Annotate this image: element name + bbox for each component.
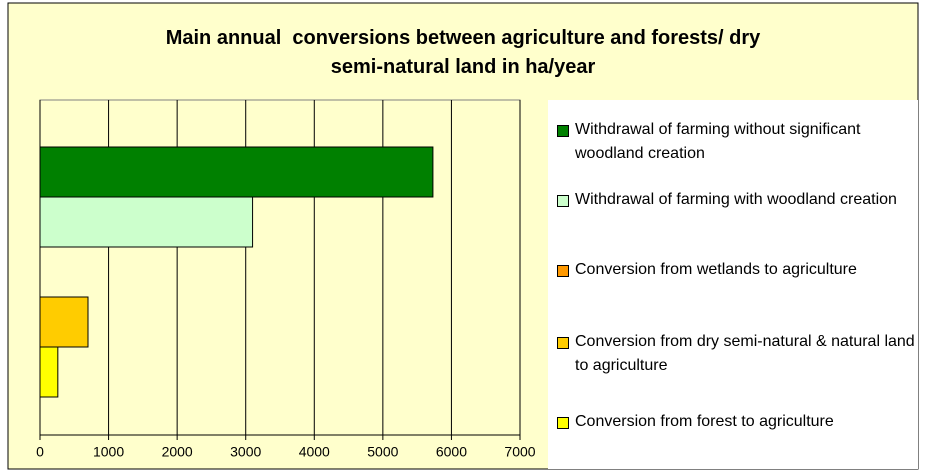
legend-swatch [557,337,569,349]
bar [39,146,434,198]
x-tick-label: 1000 [93,444,124,460]
bar [39,196,254,248]
legend-label: Conversion from wetlands to agriculture [575,261,857,278]
bar [39,346,59,398]
legend-label: Conversion from forest to agriculture [575,413,834,430]
legend-swatch [557,195,569,207]
x-tick-label: 2000 [162,444,193,460]
x-tick-label: 3000 [230,444,261,460]
x-tick-label: 7000 [504,444,535,460]
legend-swatch [557,125,569,137]
x-tick-label: 6000 [436,444,467,460]
legend-swatch [557,417,569,429]
legend-label: Withdrawal of farming without significan… [575,121,861,162]
legend-background [548,100,918,469]
x-tick-label: 0 [36,444,44,460]
x-tick-label: 4000 [299,444,330,460]
x-tick-label: 5000 [367,444,398,460]
legend-label: Withdrawal of farming with woodland crea… [575,191,897,208]
bar [39,296,89,348]
legend-swatch [557,265,569,277]
legend-label: Conversion from dry semi-natural & natur… [575,333,915,374]
chart-title: Main annual conversions between agricult… [165,27,761,78]
